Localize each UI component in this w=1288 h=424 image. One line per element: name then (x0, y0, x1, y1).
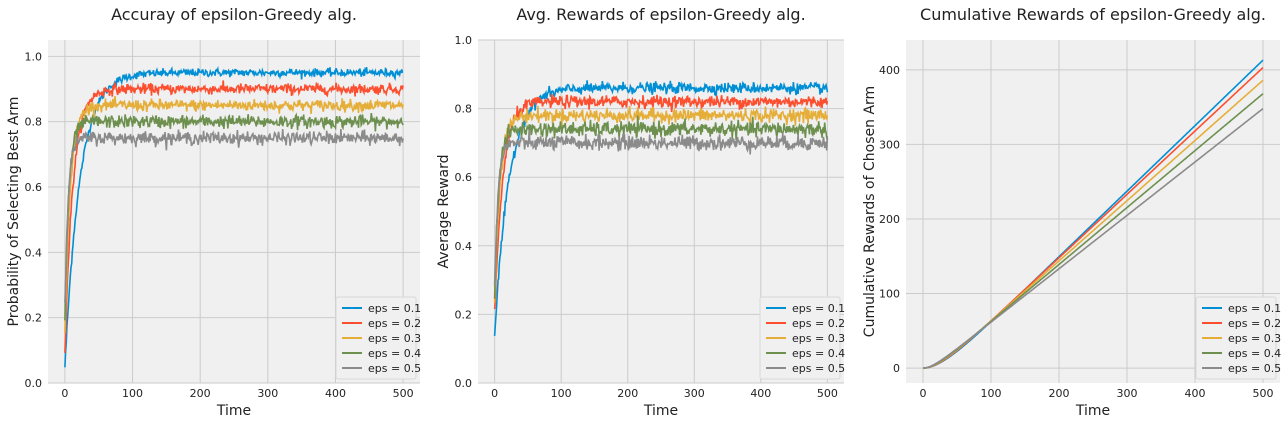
x-tick-label: 300 (257, 387, 278, 400)
x-tick-label: 500 (817, 387, 838, 400)
legend-box (335, 296, 417, 380)
series-line-5 (923, 107, 1264, 369)
legend: eps = 0.1 eps = 0.2 eps = 0.3 eps = 0.4 eps … (1195, 296, 1281, 380)
x-tick-label: 100 (981, 387, 1002, 400)
series-line-4 (493, 115, 829, 299)
legend-label-5: eps = 0.5 (1228, 362, 1281, 375)
y-tick-label: 0.6 (25, 181, 43, 194)
legend-label-5: eps = 0.5 (792, 362, 845, 375)
series-line-2 (493, 93, 829, 310)
x-tick-label: 400 (1185, 387, 1206, 400)
y-tick-label: 0.0 (25, 377, 43, 390)
x-axis-label: Time (216, 403, 251, 419)
chart-title: Cumulative Rewards of epsilon-Greedy alg… (920, 5, 1266, 24)
legend-label-3: eps = 0.3 (368, 332, 421, 345)
legend-label-1: eps = 0.1 (792, 302, 845, 315)
legend-label-2: eps = 0.2 (1228, 317, 1281, 330)
y-tick-label: 0.8 (455, 103, 473, 116)
y-axis-label: Probability of Selecting Best Arm (6, 97, 22, 327)
legend-label-5: eps = 0.5 (368, 362, 421, 375)
y-tick-label: 400 (879, 64, 900, 77)
x-tick-label: 400 (750, 387, 771, 400)
legend-label-1: eps = 0.1 (1228, 302, 1281, 315)
x-tick-label: 400 (325, 387, 346, 400)
x-tick-label: 500 (1253, 387, 1274, 400)
legend-box (759, 296, 841, 380)
x-tick-label: 100 (122, 387, 143, 400)
legend-label-2: eps = 0.2 (792, 317, 845, 330)
x-tick-label: 200 (190, 387, 211, 400)
x-tick-label: 200 (1049, 387, 1070, 400)
y-tick-label: 0.4 (455, 240, 473, 253)
x-axis-label: Time (1075, 403, 1110, 419)
series-line-3 (493, 105, 829, 303)
y-axis-label: Average Reward (436, 154, 452, 268)
chart-title: Accuray of epsilon-Greedy alg. (111, 5, 357, 24)
x-tick-label: 300 (1117, 387, 1138, 400)
chart-title: Avg. Rewards of epsilon-Greedy alg. (516, 5, 805, 24)
y-tick-label: 300 (879, 138, 900, 151)
legend-label-3: eps = 0.3 (1228, 332, 1281, 345)
series-line-5 (493, 129, 829, 286)
y-tick-label: 0.0 (455, 377, 473, 390)
x-tick-label: 300 (684, 387, 705, 400)
legend-label-2: eps = 0.2 (368, 317, 421, 330)
y-tick-label: 0.6 (455, 171, 473, 184)
y-tick-label: 0.2 (455, 308, 473, 321)
legend-label-3: eps = 0.3 (792, 332, 845, 345)
series-line-1 (493, 80, 829, 336)
legend-label-1: eps = 0.1 (368, 302, 421, 315)
x-axis-label: Time (643, 403, 678, 419)
y-tick-label: 0.4 (25, 246, 43, 259)
x-tick-label: 0 (61, 387, 68, 400)
legend-label-4: eps = 0.4 (368, 347, 421, 360)
x-tick-label: 100 (551, 387, 572, 400)
y-tick-label: 0 (893, 362, 900, 375)
series-line-5 (64, 128, 404, 303)
legend-label-4: eps = 0.4 (1228, 347, 1281, 360)
y-tick-label: 100 (879, 288, 900, 301)
series-line-1 (64, 65, 404, 368)
legend-label-4: eps = 0.4 (792, 347, 845, 360)
series-line-4 (64, 112, 404, 321)
chart-panel-1: 0 100 200 300 400 500 0.0 0.2 0.4 0.6 0.8 1.0 eps = … (6, 5, 421, 419)
chart-panel-2: 0 100 200 300 400 500 0.0 0.2 0.4 0.6 0.8 1.0 eps = … (436, 5, 845, 419)
legend-box (1195, 296, 1277, 380)
legend: eps = 0.1 eps = 0.2 eps = 0.3 eps = 0.4 eps … (335, 296, 421, 380)
y-axis-label: Cumulative Rewards of Chosen Arm (862, 86, 878, 337)
series-line-3 (64, 96, 404, 334)
y-tick-label: 0.8 (25, 116, 43, 129)
x-tick-label: 0 (491, 387, 498, 400)
y-tick-label: 1.0 (25, 50, 43, 63)
legend: eps = 0.1 eps = 0.2 eps = 0.3 eps = 0.4 eps … (759, 296, 845, 380)
series-line-2 (64, 80, 404, 353)
y-tick-label: 200 (879, 213, 900, 226)
y-tick-label: 0.2 (25, 312, 43, 325)
y-tick-label: 1.0 (455, 34, 473, 47)
x-tick-label: 0 (920, 387, 927, 400)
x-tick-label: 500 (393, 387, 414, 400)
x-tick-label: 200 (617, 387, 638, 400)
